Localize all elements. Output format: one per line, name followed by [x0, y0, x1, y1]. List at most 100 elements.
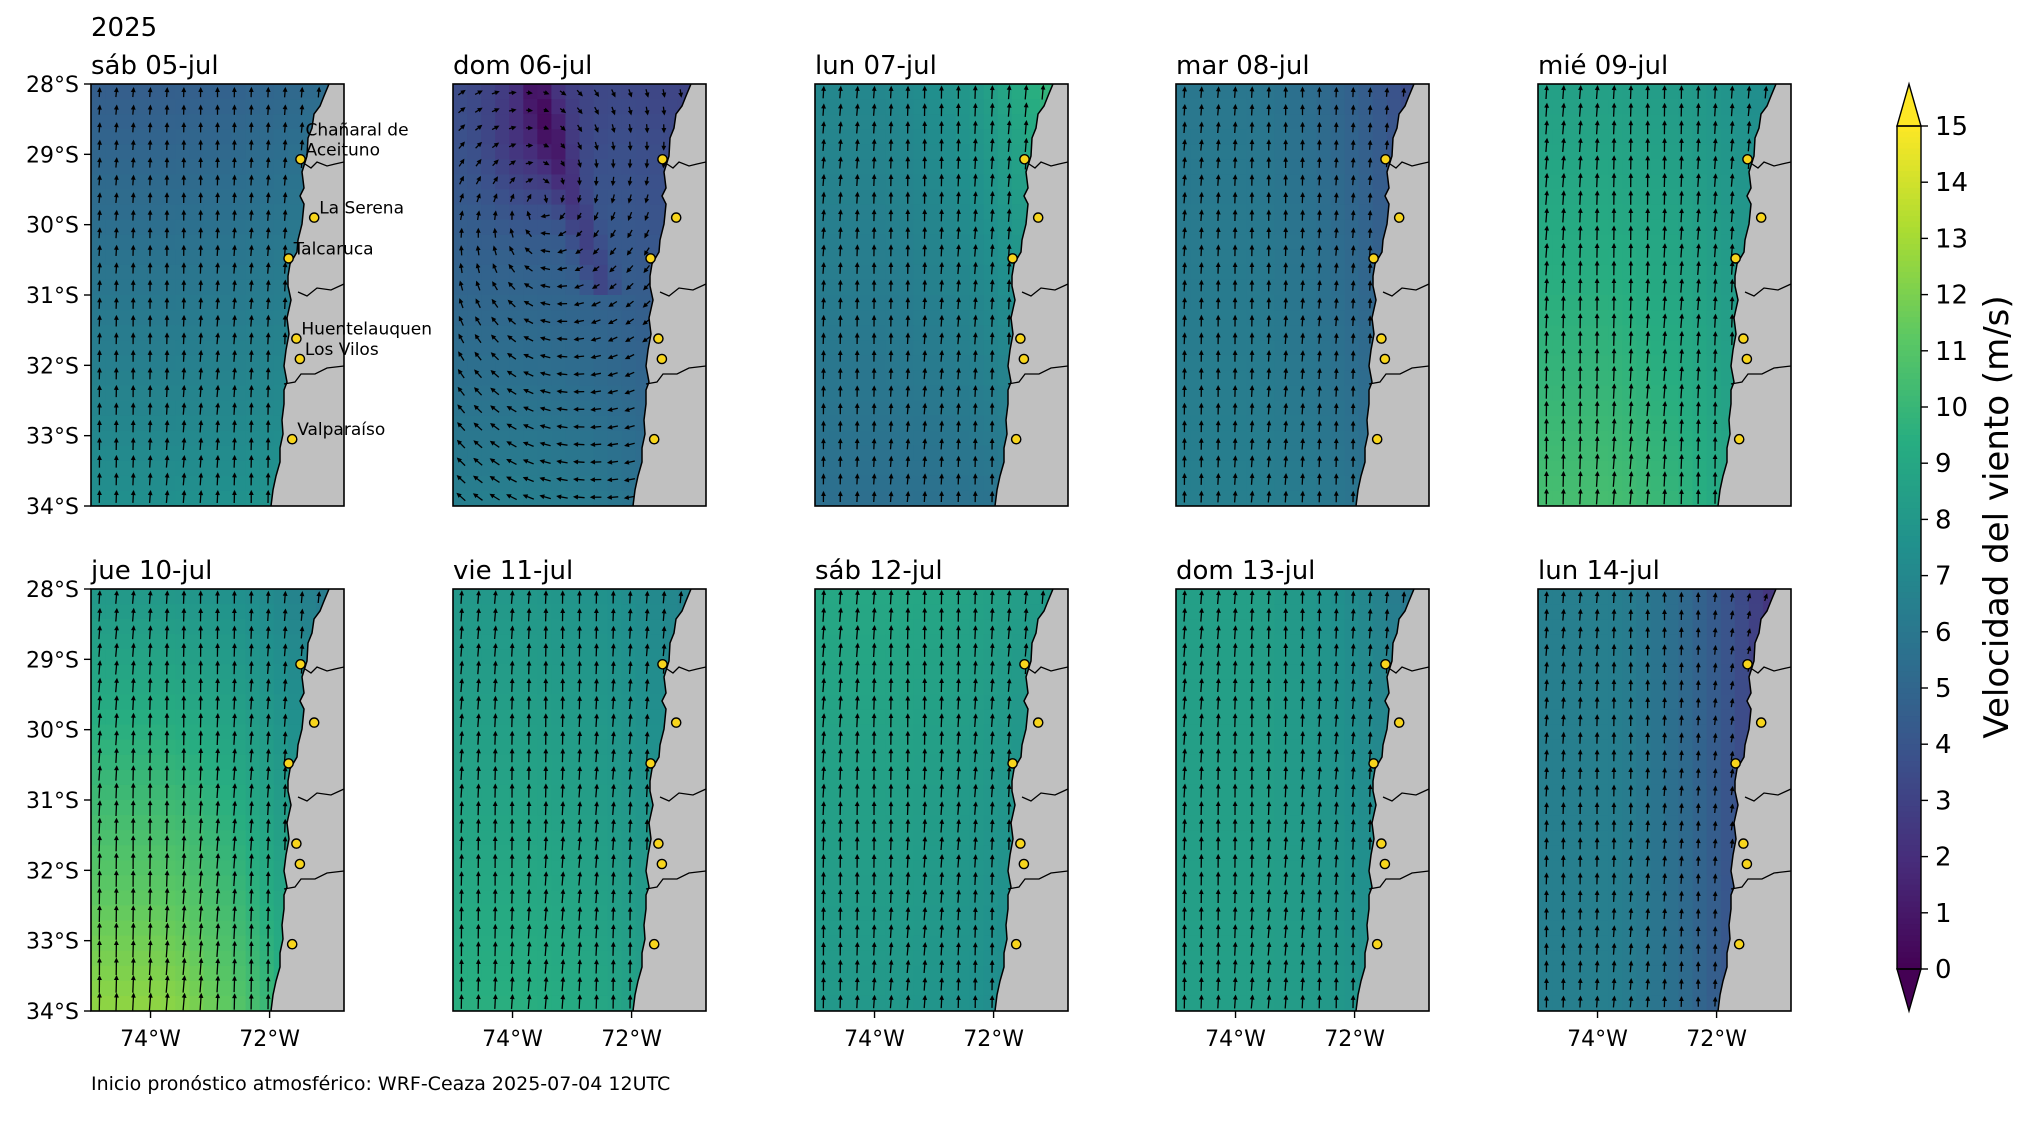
station-marker — [1380, 354, 1389, 363]
station-marker — [284, 759, 293, 768]
map-panel: mié 09-jul — [1538, 51, 1792, 507]
station-marker — [1735, 940, 1744, 949]
colorbar-tick-label: 14 — [1935, 168, 1968, 198]
colorbar-tick-label: 12 — [1935, 281, 1968, 311]
station-marker — [1731, 759, 1740, 768]
station-label: La Serena — [319, 199, 404, 219]
station-label: Talcaruca — [293, 239, 374, 259]
station-marker — [1742, 354, 1751, 363]
station-label: Chañaral de — [306, 120, 409, 140]
station-marker — [1034, 213, 1043, 222]
station-marker — [1020, 660, 1029, 669]
colorbar-tick-label: 3 — [1935, 786, 1952, 816]
x-tick-label: 72°W — [601, 1027, 662, 1052]
figure-year: 2025 — [91, 13, 157, 43]
y-tick-label: 31°S — [26, 284, 79, 309]
x-tick-label: 72°W — [239, 1027, 300, 1052]
station-marker — [1739, 334, 1748, 343]
station-marker — [657, 354, 666, 363]
station-marker — [1757, 718, 1766, 727]
panel-title: lun 07-jul — [815, 51, 937, 81]
colorbar-tick-label: 9 — [1935, 449, 1952, 479]
station-marker — [1377, 334, 1386, 343]
y-tick-label: 34°S — [26, 495, 79, 520]
panel-title: vie 11-jul — [453, 556, 573, 586]
x-tick-label: 72°W — [1686, 1027, 1747, 1052]
station-marker — [1008, 254, 1017, 263]
y-tick-label: 33°S — [26, 425, 79, 450]
station-marker — [1757, 213, 1766, 222]
station-marker — [1377, 839, 1386, 848]
colorbar-tick-label: 0 — [1935, 955, 1952, 985]
map-panel: mar 08-jul — [1176, 51, 1430, 507]
colorbar-tick-label: 7 — [1935, 562, 1952, 592]
colorbar-label: Velocidad del viento (m/s) — [1977, 295, 2017, 738]
station-marker — [296, 155, 305, 164]
y-tick-label: 32°S — [26, 859, 79, 884]
station-marker — [658, 660, 667, 669]
map-panel: Chañaral deAceitunoLa SerenaTalcarucaHue… — [26, 51, 432, 520]
colorbar-tick-label: 8 — [1935, 505, 1952, 535]
station-marker — [1731, 254, 1740, 263]
map-panel: vie 11-jul 74°W 72°W — [453, 556, 707, 1052]
station-marker — [284, 254, 293, 263]
station-marker — [654, 334, 663, 343]
station-marker — [672, 718, 681, 727]
station-marker — [650, 940, 659, 949]
station-marker — [1395, 213, 1404, 222]
station-marker — [288, 940, 297, 949]
map-panel: lun 07-jul — [815, 51, 1069, 507]
colorbar-tick-label: 13 — [1935, 224, 1968, 254]
y-tick-label: 30°S — [26, 214, 79, 239]
y-tick-label: 30°S — [26, 719, 79, 744]
map-panel: lun 14-jul 74°W 72°W — [1538, 556, 1792, 1052]
colorbar-tick-label: 15 — [1935, 112, 1968, 142]
station-marker — [288, 435, 297, 444]
station-label: Huentelauquen — [301, 320, 432, 340]
station-marker — [1020, 155, 1029, 164]
station-marker — [292, 839, 301, 848]
station-marker — [672, 213, 681, 222]
station-marker — [1742, 859, 1751, 868]
x-tick-label: 74°W — [120, 1027, 181, 1052]
y-tick-label: 29°S — [26, 143, 79, 168]
panel-title: mar 08-jul — [1176, 51, 1310, 81]
station-marker — [1395, 718, 1404, 727]
map-panels: Chañaral deAceitunoLa SerenaTalcarucaHue… — [26, 51, 1792, 1052]
colorbar-tick-label: 1 — [1935, 899, 1952, 929]
station-marker — [1373, 940, 1382, 949]
station-marker — [1369, 759, 1378, 768]
station-marker — [1739, 839, 1748, 848]
station-marker — [646, 759, 655, 768]
y-tick-label: 29°S — [26, 648, 79, 673]
station-marker — [1743, 155, 1752, 164]
colorbar-tick-label: 2 — [1935, 843, 1952, 873]
station-marker — [657, 859, 666, 868]
x-tick-label: 74°W — [1567, 1027, 1628, 1052]
panel-title: mié 09-jul — [1538, 51, 1668, 81]
station-marker — [292, 334, 301, 343]
x-tick-label: 74°W — [1205, 1027, 1266, 1052]
colorbar-tick-label: 4 — [1935, 730, 1952, 760]
x-tick-label: 74°W — [482, 1027, 543, 1052]
station-marker — [1016, 839, 1025, 848]
panel-title: dom 06-jul — [453, 51, 592, 81]
y-tick-label: 31°S — [26, 789, 79, 814]
wind-forecast-figure: Chañaral deAceitunoLa SerenaTalcarucaHue… — [0, 0, 2019, 1130]
colorbar-tick-label: 11 — [1935, 337, 1968, 367]
panel-title: jue 10-jul — [90, 556, 212, 586]
station-marker — [1008, 759, 1017, 768]
station-marker — [1373, 435, 1382, 444]
station-marker — [295, 354, 304, 363]
station-marker — [1369, 254, 1378, 263]
station-marker — [1012, 435, 1021, 444]
station-marker — [1016, 334, 1025, 343]
station-marker — [1012, 940, 1021, 949]
panel-title: sáb 12-jul — [815, 556, 943, 586]
station-marker — [654, 839, 663, 848]
map-panel: dom 13-jul 74°W 72°W — [1176, 556, 1430, 1052]
panel-title: lun 14-jul — [1538, 556, 1660, 586]
station-marker — [310, 213, 319, 222]
colorbar-extend-max — [1897, 84, 1921, 126]
